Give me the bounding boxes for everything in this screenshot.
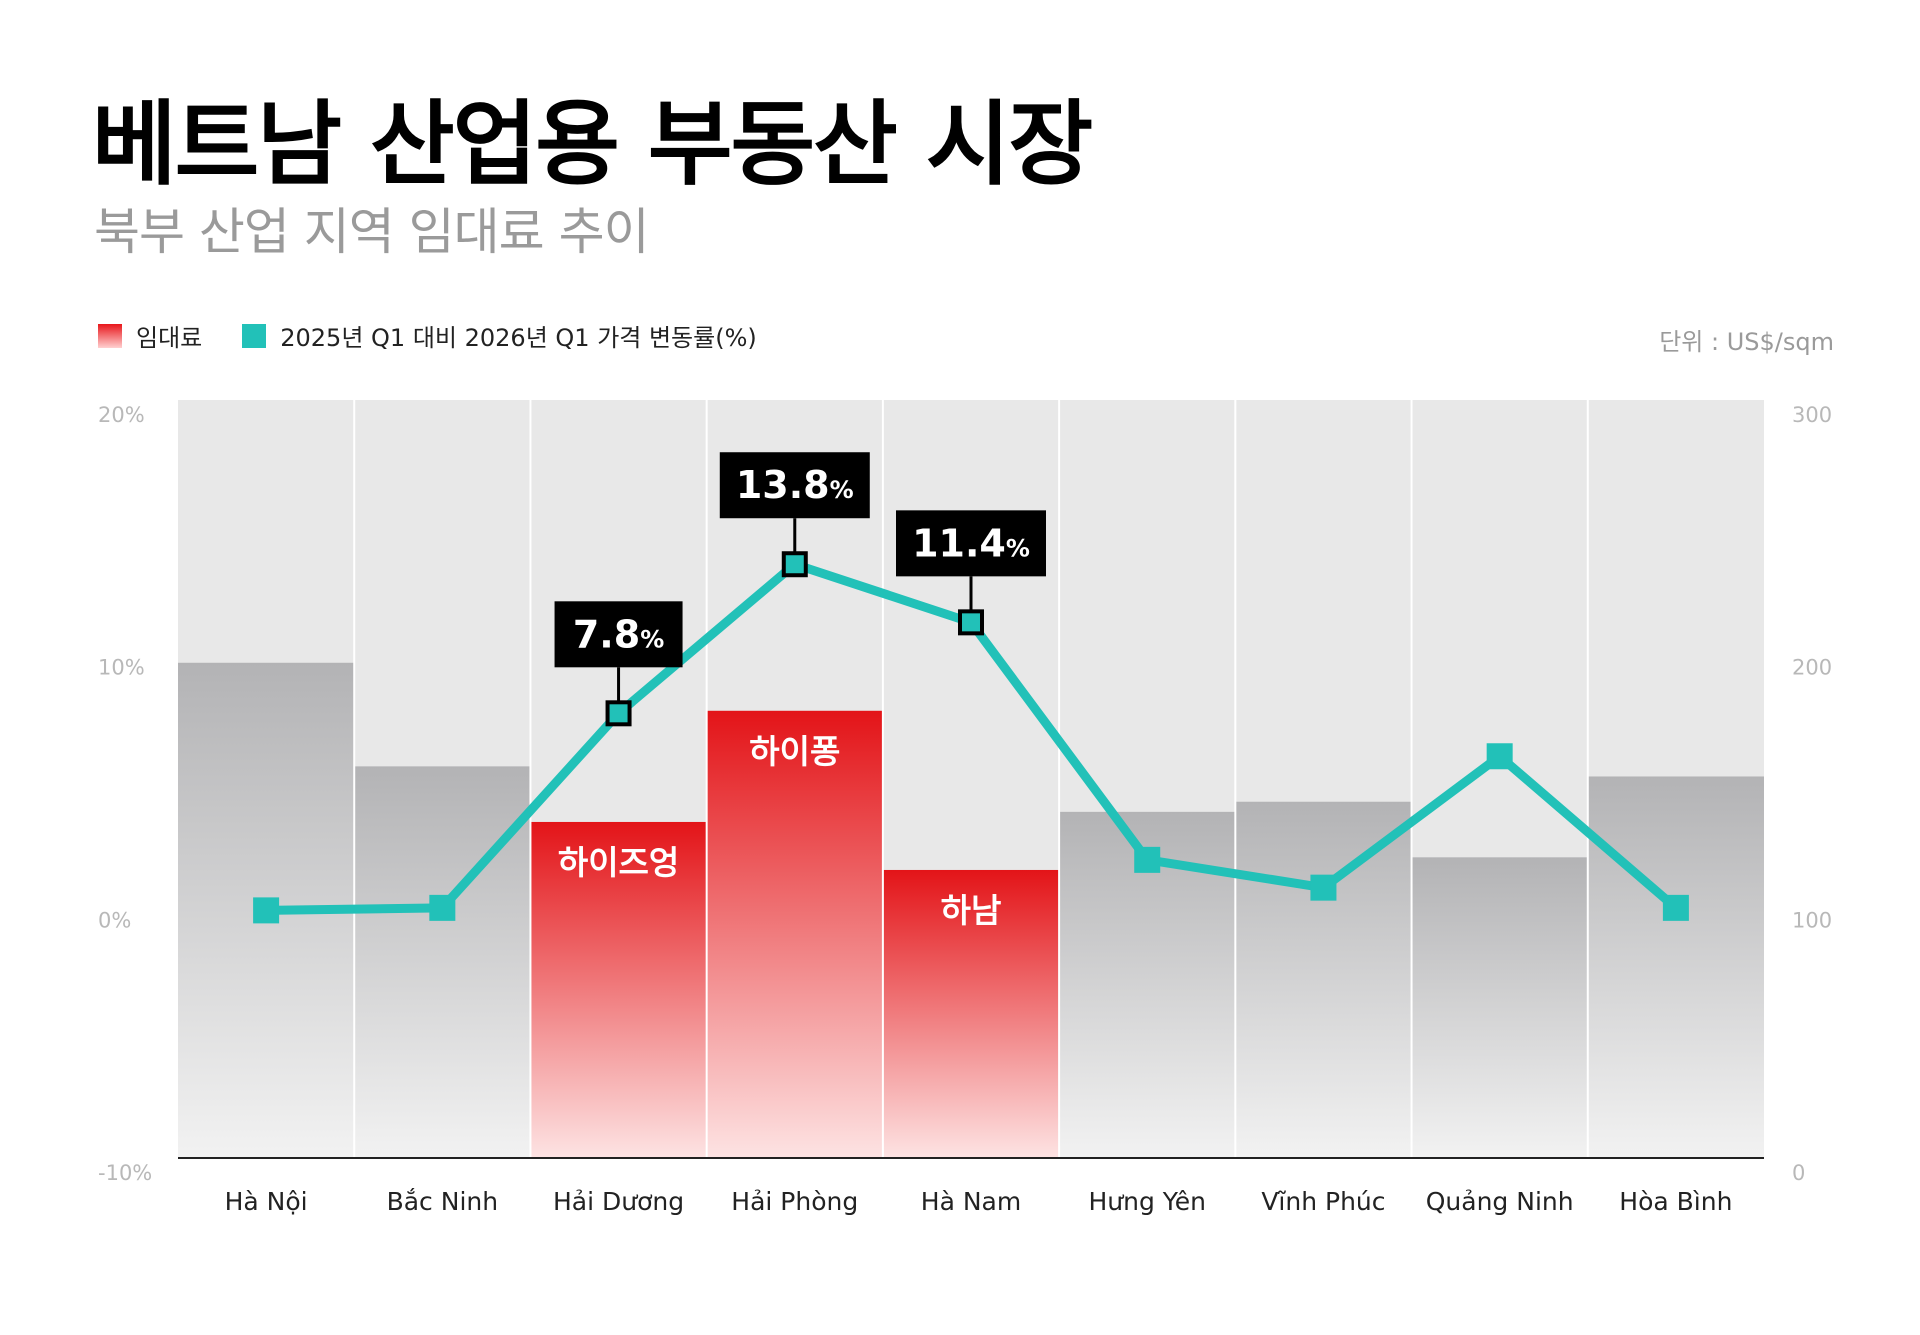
callout-label: 11.4% [912,521,1030,565]
change-point [1310,874,1337,901]
x-tick-label: Hải Dương [553,1187,684,1216]
callout-suffix: % [1006,534,1030,562]
legend-swatch-change [242,323,267,348]
rent-bar [1235,801,1412,1158]
callout-value: 11.4 [912,521,1006,565]
y-left-tick-label: 0% [98,908,131,932]
legend-swatch-rent [98,323,122,348]
x-tick-label: Hải Phòng [731,1187,858,1216]
rent-bar [1587,776,1764,1158]
change-point [781,551,808,578]
legend-item-rent: 임대료 [98,318,202,353]
legend-label-change: 2025년 Q1 대비 2026년 Q1 가격 변동률(%) [280,324,757,352]
callout-suffix: % [830,476,854,504]
callout-label: 13.8% [736,463,854,507]
bar-label: 하남 [941,891,1002,930]
change-point [958,609,984,636]
rent-bar [354,766,531,1158]
rent-bar [530,821,707,1158]
change-point [605,700,632,727]
change-point [1662,894,1689,921]
legend-label-rent: 임대료 [136,324,203,352]
change-point [253,897,280,924]
legend-item-change: 2025년 Q1 대비 2026년 Q1 가격 변동률(%) [242,318,757,353]
y-right-tick-label: 0 [1792,1161,1805,1185]
callouts: 7.8%13.8%11.4% [554,452,1046,703]
y-left-tick-label: 10% [98,656,145,680]
change-point [429,894,456,921]
y-right-tick-label: 100 [1792,908,1832,932]
rent-bar [882,869,1060,1158]
x-tick-label: Vĩnh Phúc [1261,1187,1385,1216]
x-tick-label: Hà Nam [921,1187,1021,1216]
page-subtitle: 북부 산업 지역 임대료 추이 [94,203,650,261]
callout-value: 13.8 [736,463,830,507]
callout-value: 7.8 [573,612,640,656]
page-title: 베트남 산업용 부동산 시장 [92,91,1093,198]
y-left-tick-label: 20% [98,403,145,427]
callout-box [719,452,870,519]
callout-suffix: % [640,625,664,653]
change-line [253,551,1689,924]
callout-box [554,601,683,668]
x-tick-label: Quảng Ninh [1426,1187,1574,1216]
bar-label: 하이즈엉 [558,843,679,882]
unit-label: 단위 : US$/sqm [1659,328,1834,356]
change-point [1486,743,1513,770]
bar-label: 하이퐁 [749,732,840,771]
callout-label: 7.8% [573,612,664,656]
x-tick-label: Hà Nội [225,1187,308,1216]
callout-box [896,510,1046,577]
rent-bar [706,710,883,1158]
chart-legend: 임대료 2025년 Q1 대비 2026년 Q1 가격 변동률(%) [98,318,797,353]
x-tick-label: Bắc Ninh [387,1187,499,1216]
x-tick-label: Hưng Yên [1088,1187,1205,1216]
y-left-tick-label: -10% [98,1161,152,1185]
x-tick-label: Hòa Bình [1619,1187,1732,1216]
rent-bar [1411,857,1588,1158]
y-right-tick-label: 200 [1792,656,1832,680]
change-point [1134,846,1161,873]
axes: 20% 10% 0% -10% 300 200 100 0 Hà Nội Bắc Ninh Hải … [98,403,1832,1216]
y-right-tick-label: 300 [1792,403,1832,427]
